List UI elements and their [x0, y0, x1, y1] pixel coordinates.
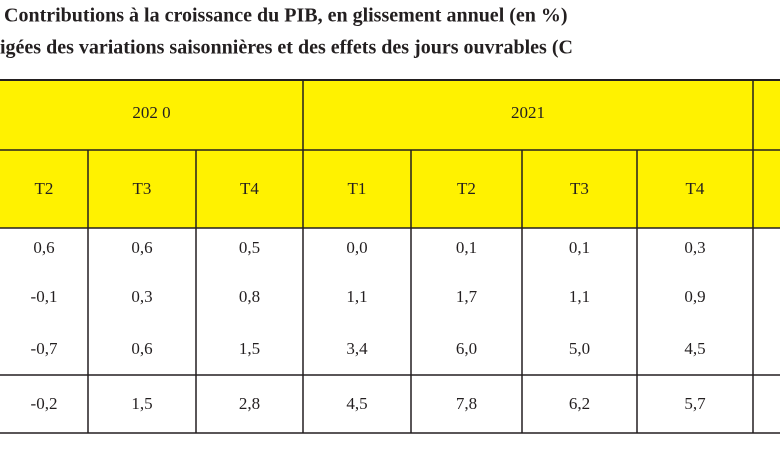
table-cell: 0,8 [239, 287, 260, 306]
year-header: 202 0 [132, 103, 170, 122]
table-cell: 0,6 [131, 339, 152, 358]
table-cell: 0,1 [569, 238, 590, 257]
table-cell: 3,4 [346, 339, 368, 358]
table-cell: 1,7 [456, 287, 478, 306]
table-cell: 1,1 [346, 287, 367, 306]
table-cell: 7,8 [456, 394, 477, 413]
quarter-header: T2 [457, 179, 476, 198]
table-cell: 0,6 [131, 238, 152, 257]
table-cell: 0,6 [33, 238, 54, 257]
table-cell: 1,5 [239, 339, 260, 358]
table-cell: 5,0 [569, 339, 590, 358]
quarter-header: T4 [686, 179, 705, 198]
title-line: Contributions à la croissance du PIB, en… [4, 5, 568, 27]
table-cell: 0,1 [456, 238, 477, 257]
table-cell: 0,3 [131, 287, 152, 306]
table-cell: 0,9 [684, 287, 705, 306]
table-cell: 1,5 [131, 394, 152, 413]
quarter-header: T4 [240, 179, 259, 198]
table-cell: -0,2 [31, 394, 58, 413]
year-header: 2021 [511, 103, 545, 122]
quarter-header: T3 [570, 179, 589, 198]
table-cell: 4,5 [684, 339, 705, 358]
header-background [0, 80, 780, 228]
table-cell: 5,7 [684, 394, 706, 413]
table-cell: -0,1 [31, 287, 58, 306]
table-rules [0, 79, 780, 434]
table-cell: 0,0 [346, 238, 367, 257]
table-cell: 0,3 [684, 238, 705, 257]
table-cell: 0,5 [239, 238, 260, 257]
table-cell: 6,0 [456, 339, 477, 358]
table-cell: 1,1 [569, 287, 590, 306]
title-line: igées des variations saisonnières et des… [0, 37, 573, 59]
table-cell: 4,5 [346, 394, 367, 413]
quarter-header: T1 [348, 179, 367, 198]
table-cell: 6,2 [569, 394, 590, 413]
table-cell: -0,7 [31, 339, 58, 358]
table-cell: 2,8 [239, 394, 260, 413]
quarter-header: T2 [35, 179, 54, 198]
quarter-header: T3 [133, 179, 152, 198]
